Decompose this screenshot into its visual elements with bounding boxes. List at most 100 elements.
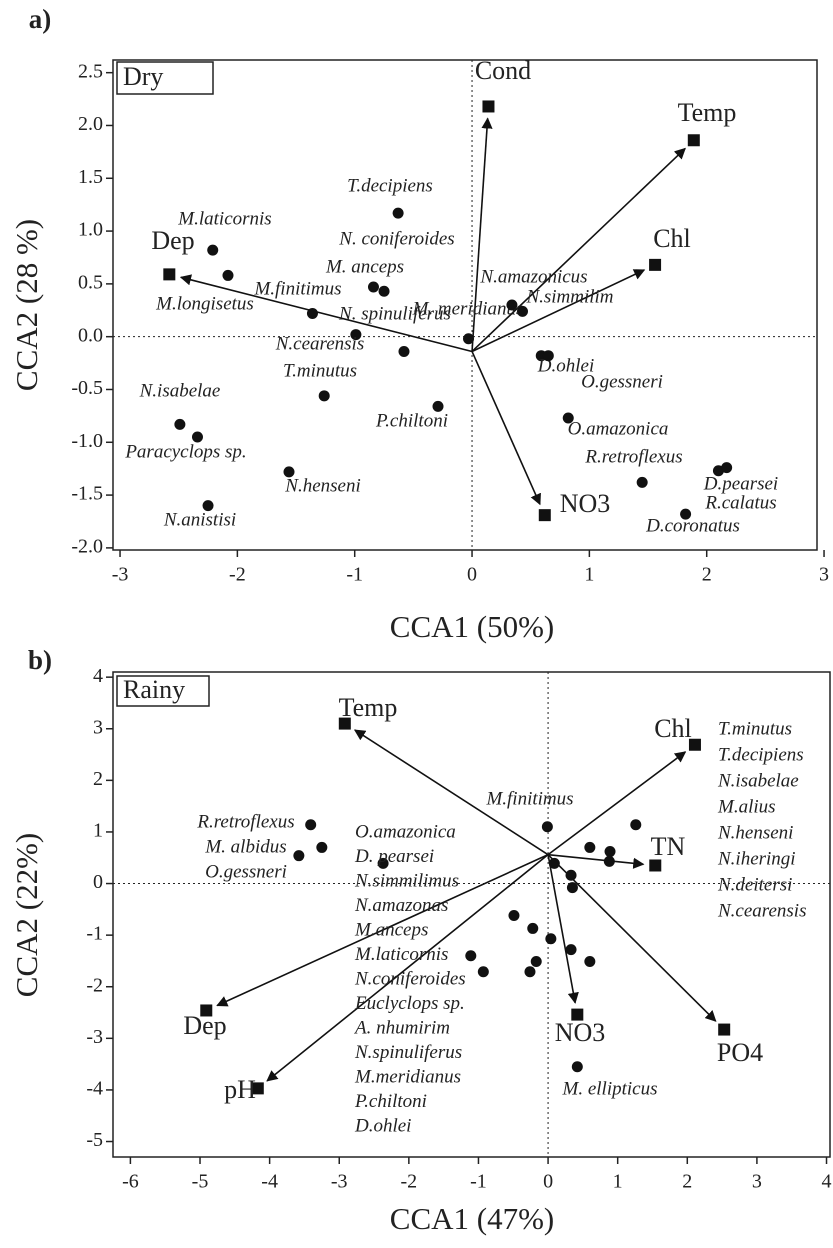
species-point xyxy=(316,841,328,853)
species-label: T.decipiens xyxy=(347,175,433,196)
species-label: D.coronatus xyxy=(645,515,740,536)
species-label: N. spinuliferus xyxy=(338,303,451,324)
species-point xyxy=(293,850,305,862)
env-square xyxy=(200,1004,213,1017)
species-point xyxy=(680,508,692,520)
species-group-label: N.simmilimus xyxy=(354,870,459,891)
y-tick-label: -1 xyxy=(86,923,103,945)
species-group-label: R.retroflexus xyxy=(196,811,294,832)
env-square xyxy=(718,1023,731,1036)
species-label: D.pearsei xyxy=(703,473,778,494)
species-label: O.amazonica xyxy=(568,418,669,439)
species-point xyxy=(566,882,578,894)
species-label: R.calatus xyxy=(704,492,776,513)
x-tick-label: 0 xyxy=(467,564,477,586)
y-tick-label: -1.5 xyxy=(71,483,103,505)
y-tick-label: 1 xyxy=(93,820,103,842)
env-arrow xyxy=(353,729,549,856)
species-group-label: T.decipiens xyxy=(718,744,804,765)
species-group-label: N.deitersi xyxy=(717,874,792,895)
species-point xyxy=(318,390,330,402)
species-label: N.simmilim xyxy=(525,286,613,307)
env-arrow xyxy=(216,853,549,1007)
season-box xyxy=(116,675,210,707)
y-tick-label: 3 xyxy=(93,716,103,738)
env-arrow xyxy=(471,269,646,353)
species-point xyxy=(565,869,577,881)
env-square xyxy=(163,268,176,281)
species-point xyxy=(432,400,444,412)
species-point xyxy=(463,333,475,345)
species-group-label: M.laticornis xyxy=(354,944,448,965)
species-point xyxy=(508,910,520,922)
species-point xyxy=(306,307,318,319)
env-label: PO4 xyxy=(717,1038,763,1067)
y-tick-label: 1.5 xyxy=(78,166,103,188)
species-point xyxy=(477,966,489,978)
species-point xyxy=(584,841,596,853)
species-group-label: M.meridianus xyxy=(354,1066,461,1087)
y-tick-label: -2.0 xyxy=(71,535,103,557)
species-point xyxy=(367,281,379,293)
species-point xyxy=(350,329,362,341)
species-point xyxy=(191,431,203,443)
species-group-label: N.cearensis xyxy=(717,900,806,921)
species-label: D.ohlei xyxy=(537,355,594,376)
x-tick-label: -5 xyxy=(192,1171,209,1193)
y-tick-label: 4 xyxy=(93,665,103,687)
species-point xyxy=(565,944,577,956)
env-label: pH xyxy=(224,1075,256,1104)
env-arrow xyxy=(547,853,645,869)
species-point xyxy=(207,244,219,256)
env-label: NO3 xyxy=(555,1018,606,1047)
species-label: N. coniferoides xyxy=(338,228,454,249)
species-point xyxy=(584,955,596,967)
x-tick-label: -6 xyxy=(122,1171,139,1193)
species-point xyxy=(630,819,642,831)
species-point xyxy=(527,922,539,934)
species-group-label: N.isabelae xyxy=(717,770,799,791)
species-group-label: N.coniferoides xyxy=(354,968,466,989)
species-group-label: N.amazonas xyxy=(354,895,448,916)
x-tick-label: 2 xyxy=(682,1171,692,1193)
species-label: M. ellipticus xyxy=(562,1078,658,1099)
species-label: M.finitimus xyxy=(485,788,573,809)
env-arrow xyxy=(179,274,473,353)
y-tick-label: 2 xyxy=(93,768,103,790)
env-arrow xyxy=(471,351,541,506)
env-arrow xyxy=(547,751,687,856)
species-group-label: Euclyclops sp. xyxy=(354,993,465,1014)
panel-label: b) xyxy=(28,645,52,675)
env-label: Dep xyxy=(183,1011,226,1040)
x-tick-label: 3 xyxy=(819,564,829,586)
env-arrow xyxy=(471,147,686,353)
species-label: Paracyclops sp. xyxy=(124,441,246,462)
species-group-label: A. nhumirim xyxy=(353,1017,450,1038)
species-group-label: O.amazonica xyxy=(355,821,456,842)
y-tick-label: -0.5 xyxy=(71,377,103,399)
env-label: Cond xyxy=(475,56,531,85)
species-group-label: M.alius xyxy=(717,796,776,817)
species-group-label: D.ohlei xyxy=(354,1115,411,1136)
env-arrow xyxy=(266,854,549,1082)
x-tick-label: -1 xyxy=(470,1171,487,1193)
x-tick-label: -3 xyxy=(331,1171,348,1193)
species-point xyxy=(548,857,560,869)
y-tick-label: 2.0 xyxy=(78,113,103,135)
env-label: Chl xyxy=(653,224,691,253)
species-point xyxy=(506,299,518,311)
species-point xyxy=(378,285,390,297)
x-tick-label: -1 xyxy=(346,564,363,586)
species-label: M.longisetus xyxy=(155,293,254,314)
x-tick-label: 3 xyxy=(752,1171,762,1193)
species-group-label: P.chiltoni xyxy=(354,1091,427,1112)
x-tick-label: 4 xyxy=(822,1171,832,1193)
y-tick-label: 0.5 xyxy=(78,271,103,293)
species-point xyxy=(530,955,542,967)
species-point xyxy=(604,846,616,858)
panel-label: a) xyxy=(29,4,52,34)
x-axis-label: CCA1 (50%) xyxy=(390,609,554,644)
y-tick-label: 2.5 xyxy=(78,60,103,82)
x-axis-label: CCA1 (47%) xyxy=(390,1201,554,1236)
